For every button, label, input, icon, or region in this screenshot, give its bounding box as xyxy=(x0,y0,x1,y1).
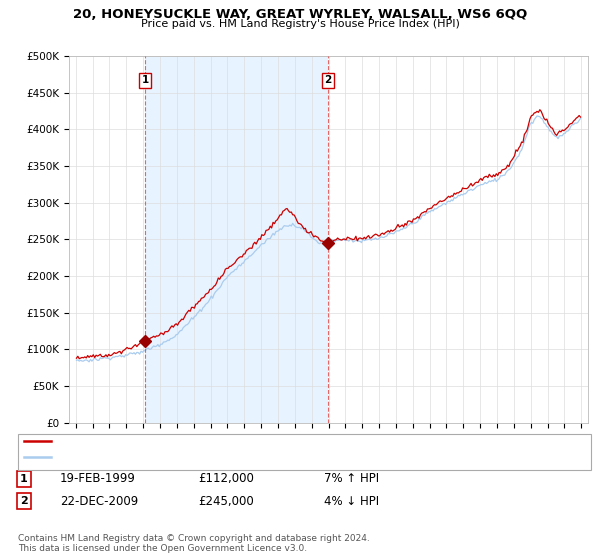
Text: 2: 2 xyxy=(325,75,332,85)
Text: 22-DEC-2009: 22-DEC-2009 xyxy=(60,494,138,508)
Text: 19-FEB-1999: 19-FEB-1999 xyxy=(60,472,136,486)
Text: 20, HONEYSUCKLE WAY, GREAT WYRLEY, WALSALL, WS6 6QQ (detached house): 20, HONEYSUCKLE WAY, GREAT WYRLEY, WALSA… xyxy=(57,436,472,446)
Text: £245,000: £245,000 xyxy=(198,494,254,508)
Text: Contains HM Land Registry data © Crown copyright and database right 2024.
This d: Contains HM Land Registry data © Crown c… xyxy=(18,534,370,553)
Text: £112,000: £112,000 xyxy=(198,472,254,486)
Text: 1: 1 xyxy=(20,474,28,484)
Text: 1: 1 xyxy=(142,75,149,85)
Text: HPI: Average price, detached house, South Staffordshire: HPI: Average price, detached house, Sout… xyxy=(57,452,351,462)
Text: 20, HONEYSUCKLE WAY, GREAT WYRLEY, WALSALL, WS6 6QQ: 20, HONEYSUCKLE WAY, GREAT WYRLEY, WALSA… xyxy=(73,8,527,21)
Text: 4% ↓ HPI: 4% ↓ HPI xyxy=(324,494,379,508)
Text: 7% ↑ HPI: 7% ↑ HPI xyxy=(324,472,379,486)
Text: 2: 2 xyxy=(20,496,28,506)
Text: Price paid vs. HM Land Registry's House Price Index (HPI): Price paid vs. HM Land Registry's House … xyxy=(140,19,460,29)
Bar xyxy=(145,56,328,423)
